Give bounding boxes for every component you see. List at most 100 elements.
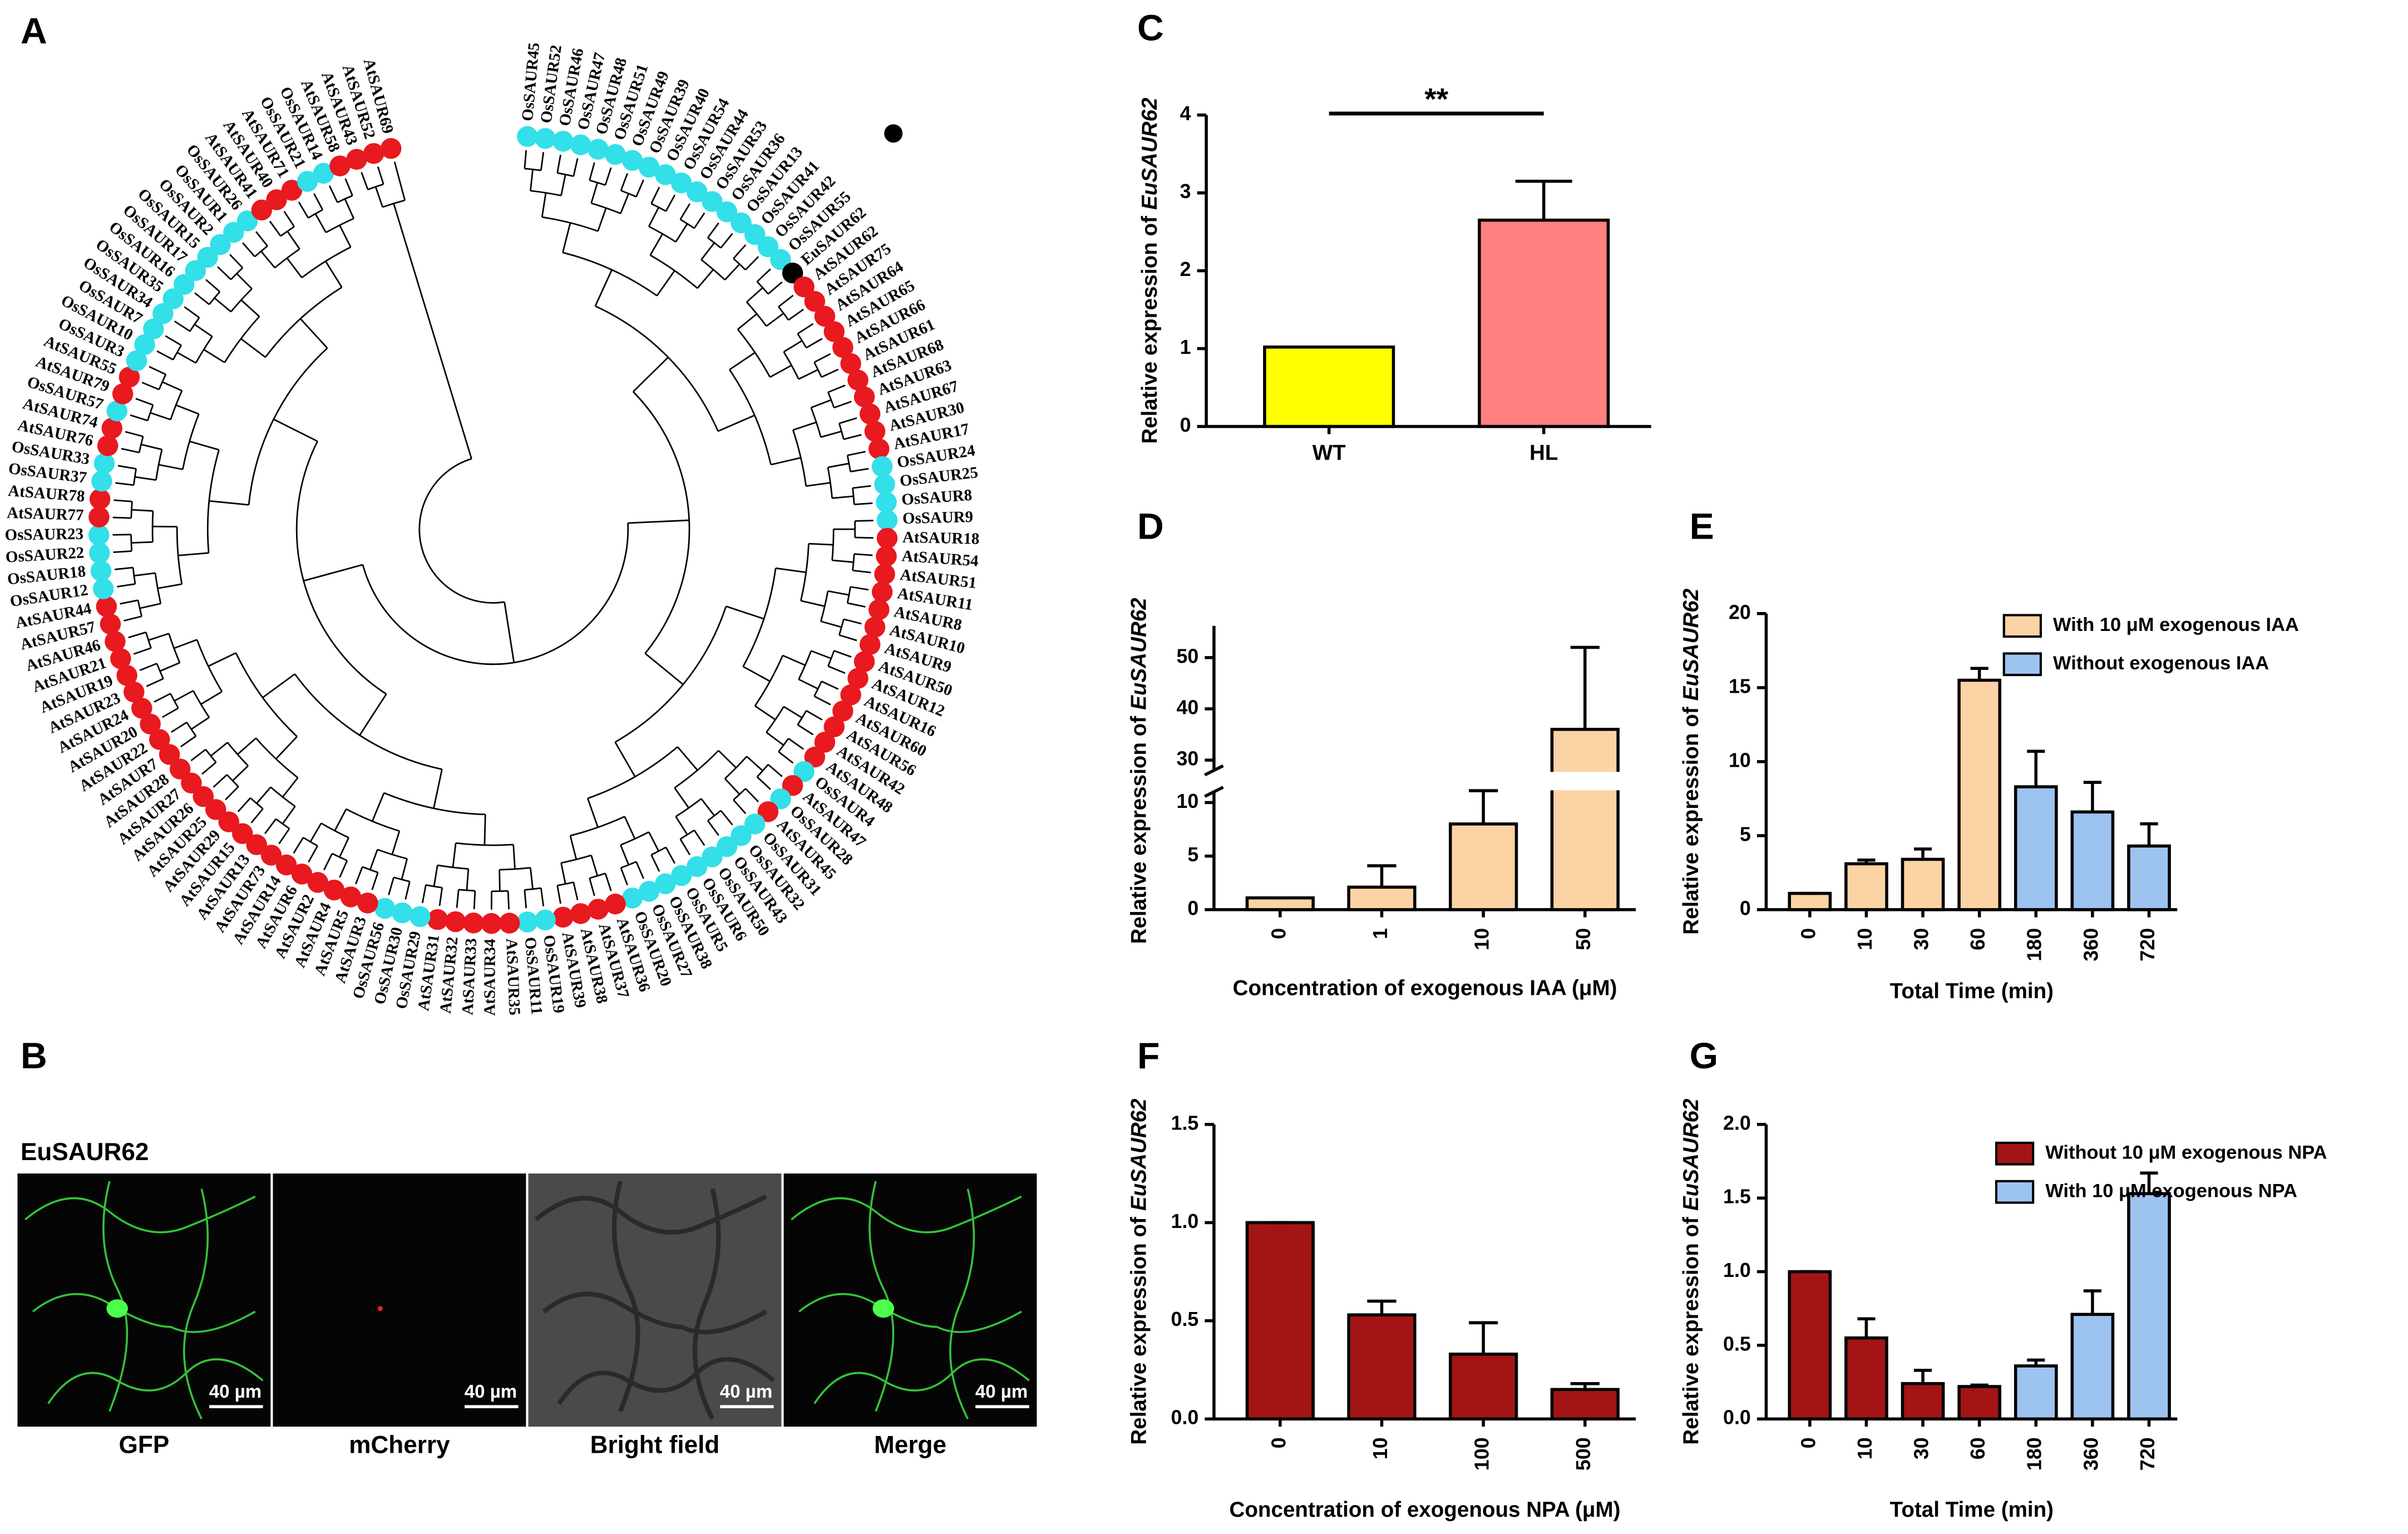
branch [733, 788, 746, 801]
branch [821, 368, 839, 378]
branch [117, 583, 136, 588]
branch [208, 652, 236, 667]
branch [827, 665, 846, 674]
branch [146, 678, 164, 687]
leaf-marker [876, 491, 897, 513]
branch [720, 810, 733, 826]
leaf-marker [716, 836, 738, 857]
y-tick-label: 1.0 [1171, 1210, 1199, 1232]
leaf-marker [840, 684, 861, 706]
branch [328, 185, 338, 203]
branch [813, 680, 822, 697]
leaf-marker [864, 616, 886, 638]
leaf-marker [291, 864, 313, 885]
leaf-marker [804, 746, 826, 768]
branch [560, 174, 566, 196]
branch [282, 777, 299, 798]
branch [801, 600, 825, 607]
error-bar [2140, 1171, 2158, 1194]
error-bar [1913, 847, 1932, 860]
branch [240, 299, 260, 317]
y-tick-label: 0.5 [1171, 1308, 1199, 1330]
branch [745, 788, 759, 803]
branch [746, 756, 763, 772]
branch [677, 746, 698, 771]
branch [269, 220, 282, 237]
branch [620, 845, 630, 865]
branch [644, 653, 684, 685]
branch [675, 223, 688, 243]
branch [256, 786, 272, 804]
branch [778, 751, 794, 764]
error-bar [1913, 1369, 1932, 1384]
x-tick-label: HL [1529, 441, 1558, 465]
panel-label: C [1137, 8, 1164, 49]
branch [821, 680, 839, 690]
branch [255, 737, 299, 778]
error-bar [1515, 179, 1572, 220]
y-axis-label: Relative expression of EuSAUR62 [1679, 588, 1703, 935]
branch [190, 748, 206, 762]
branch [797, 323, 814, 334]
leaf-marker [112, 383, 134, 405]
x-tick-label: 360 [2080, 928, 2102, 961]
branch [620, 831, 649, 846]
branch [250, 808, 264, 823]
x-axis-label: Total Time (min) [1890, 979, 2054, 1003]
branch [707, 810, 722, 822]
leaf-marker [823, 321, 845, 342]
branch [154, 693, 171, 703]
panel-label: A [21, 11, 47, 52]
error-bar [1570, 645, 1600, 729]
branch [426, 884, 442, 889]
branch [404, 881, 411, 900]
branch [733, 244, 747, 259]
branch [697, 269, 714, 289]
branch [213, 774, 228, 788]
y-axis-label-text: Relative expression of [1679, 1217, 1703, 1445]
branch [650, 203, 667, 212]
leaf-label: OsSAUR9 [902, 508, 974, 527]
leaf-marker [313, 162, 334, 184]
leaf-label: OsSAUR8 [901, 486, 973, 509]
panel-label: D [1137, 506, 1164, 547]
leaf-marker [197, 246, 218, 268]
leaf-marker [702, 846, 723, 867]
y-tick-label: 0.0 [1723, 1407, 1751, 1429]
branch [656, 270, 675, 297]
branch [614, 742, 636, 777]
branch [589, 877, 595, 896]
branch [325, 218, 354, 234]
branch [121, 447, 140, 453]
bar [1957, 678, 2002, 911]
branch [530, 867, 534, 890]
branch [182, 413, 200, 470]
branch [174, 690, 194, 702]
legend-swatch [1995, 1180, 2035, 1204]
leaf-marker [853, 651, 875, 672]
leaf-marker [847, 668, 869, 689]
legend-swatch [2002, 652, 2042, 677]
leaf-marker [871, 581, 893, 603]
branch [148, 633, 169, 641]
branch [620, 193, 630, 214]
error-bar [1367, 864, 1397, 887]
leaf-marker [169, 758, 191, 780]
branch [324, 260, 343, 288]
branch [843, 618, 862, 625]
branch [806, 338, 823, 349]
branch [855, 536, 874, 539]
branch [635, 861, 644, 879]
bar [1245, 1221, 1315, 1420]
panel-label: F [1137, 1035, 1159, 1077]
significance-label: ** [1424, 82, 1448, 116]
leaf-marker [871, 456, 893, 477]
branch [115, 482, 134, 486]
leaf-label: OsSAUR22 [5, 544, 85, 566]
y-axis-label-gene: EuSAUR62 [1679, 588, 1703, 701]
leaf-marker [552, 131, 574, 152]
leaf-marker [357, 892, 378, 914]
branch [827, 384, 846, 393]
branch [798, 369, 818, 380]
x-tick-label: 60 [1967, 928, 1989, 950]
